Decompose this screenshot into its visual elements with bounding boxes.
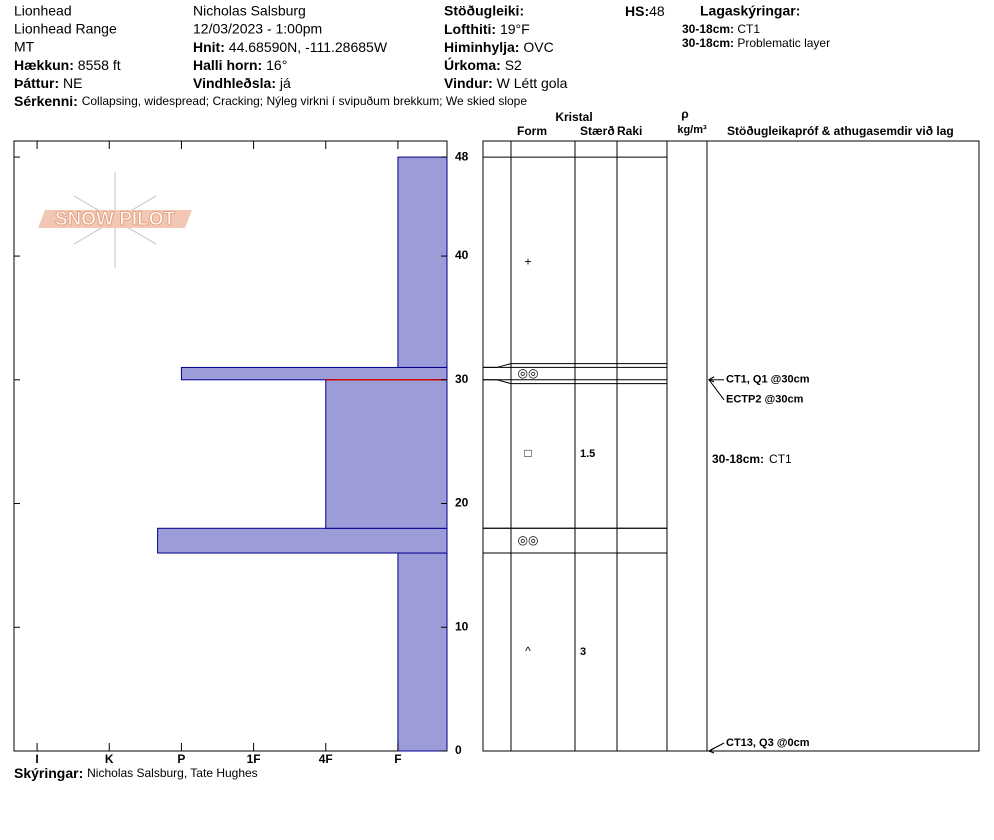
x-tick-label: 1F xyxy=(247,752,261,766)
col-density-symbol: ρ xyxy=(681,107,688,121)
grain-form: ◎◎ xyxy=(518,533,539,547)
wind-loading: Vindhleðsla: já xyxy=(193,75,291,91)
datetime: 12/03/2023 - 1:00pm xyxy=(193,21,322,37)
hardness-bar xyxy=(325,379,448,529)
x-tick-label: I xyxy=(35,752,38,766)
header: Lionhead Lionhead Range MT Hækkun: 8558 … xyxy=(14,3,830,109)
col-form: Form xyxy=(517,124,547,138)
x-tick-label: F xyxy=(394,752,401,766)
grain-form: □ xyxy=(524,446,531,460)
aspect: Þáttur: NE xyxy=(14,75,82,91)
table-frame xyxy=(482,140,980,752)
comment-part: 30-18cm: xyxy=(712,452,764,466)
test-arrow xyxy=(708,379,725,401)
y-tick-label: 10 xyxy=(455,619,469,633)
wind: Vindur: W Létt gola xyxy=(444,75,568,91)
footer: Skýringar: Nicholas Salsburg, Tate Hughe… xyxy=(14,765,258,781)
logo: SNOW PILOT xyxy=(38,172,192,268)
grain-form: + xyxy=(524,254,531,268)
hardness-bar xyxy=(397,552,448,752)
observer: Nicholas Salsburg xyxy=(193,3,306,19)
y-tick-label: 40 xyxy=(455,248,469,262)
coords: Hnit: 44.68590N, -111.28685W xyxy=(193,39,388,55)
test-arrowhead xyxy=(707,747,715,754)
grain-form: ^ xyxy=(525,644,531,658)
range: Lionhead Range xyxy=(14,21,117,37)
table-header: Kristal Form Stærð Raki ρ kg/m³ Stöðugle… xyxy=(517,107,954,138)
comment-part: CT1 xyxy=(769,452,792,466)
hardness-bar xyxy=(157,527,448,554)
grain-form: ◎◎ xyxy=(518,366,539,380)
test-arrowhead xyxy=(707,376,715,383)
x-tick-label: P xyxy=(177,752,185,766)
features: Sérkenni: Collapsing, widespread; Cracki… xyxy=(14,93,527,109)
state: MT xyxy=(14,39,35,55)
elevation: Hækkun: 8558 ft xyxy=(14,57,121,73)
precip: Úrkoma: S2 xyxy=(444,56,522,73)
slope: Halli horn: 16° xyxy=(193,57,287,73)
y-tick-label: 0 xyxy=(455,743,462,757)
layer-connector xyxy=(483,379,667,385)
y-tick-label: 30 xyxy=(455,372,469,386)
test-label: CT1, Q1 @30cm xyxy=(726,374,810,386)
x-tick-label: 4F xyxy=(319,752,333,766)
col-moisture: Raki xyxy=(617,124,642,138)
sky: Himinhylja: OVC xyxy=(444,39,554,55)
stability: Stöðugleiki: xyxy=(444,3,524,19)
layer-notes-title: Lagaskýringar: xyxy=(700,3,800,19)
y-tick-label: 48 xyxy=(455,149,469,163)
col-size: Stærð xyxy=(580,124,615,138)
air-temp: Lofthiti: 19°F xyxy=(444,21,530,37)
col-density-unit: kg/m³ xyxy=(677,124,707,136)
col-tests: Stöðugleikapróf & athugasemdir við lag xyxy=(727,124,954,138)
logo-band xyxy=(38,210,192,228)
location: Lionhead xyxy=(14,3,72,19)
grain-size: 3 xyxy=(580,646,586,658)
grain-size: 1.5 xyxy=(580,448,595,460)
test-label: ECTP2 @30cm xyxy=(726,394,804,406)
layer-comment: 30-18cm: CT1 xyxy=(712,452,792,466)
test-label: CT13, Q3 @0cm xyxy=(726,737,810,749)
layer-note: 30-18cm: CT1 xyxy=(682,22,760,36)
col-group: Kristal xyxy=(555,110,592,124)
hardness-bar xyxy=(180,366,448,381)
logo-text: SNOW PILOT xyxy=(55,209,176,230)
hardness-bar xyxy=(397,156,448,368)
hs: HS:48 xyxy=(625,3,665,19)
y-tick-label: 20 xyxy=(455,496,469,510)
layer-note: 30-18cm: Problematic layer xyxy=(682,36,830,50)
table-border xyxy=(482,140,980,752)
x-tick-label: K xyxy=(105,752,114,766)
